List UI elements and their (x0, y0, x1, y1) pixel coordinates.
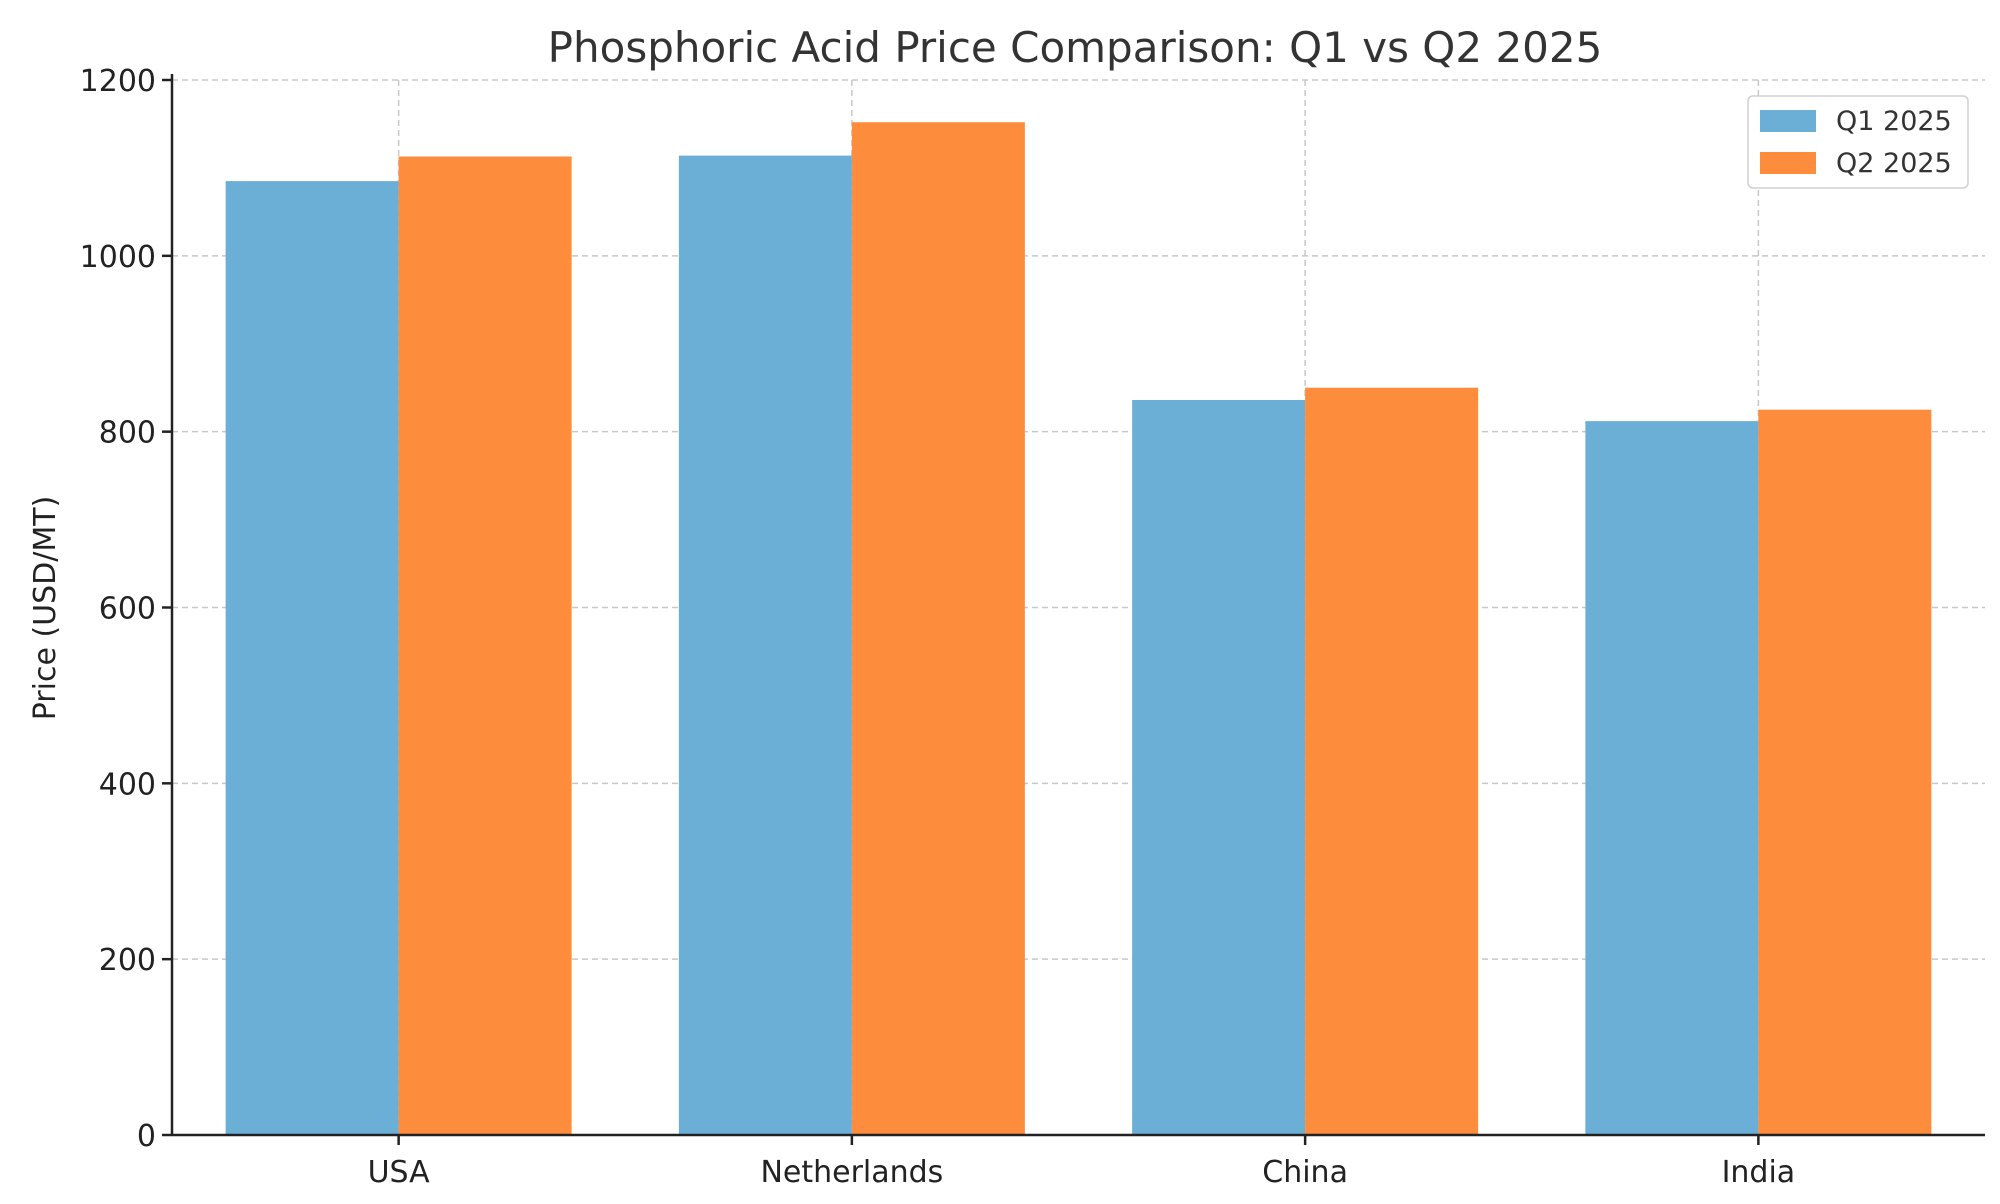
y-tick-label: 400 (99, 767, 156, 802)
y-tick-label: 0 (137, 1119, 156, 1154)
x-axis-ticks: USA Netherlands China India (368, 1135, 1796, 1190)
bar-q1-2025-china (1132, 400, 1306, 1135)
y-tick-label: 800 (99, 416, 156, 451)
bar-q2-2025-china (1305, 387, 1479, 1135)
legend-label: Q1 2025 (1836, 106, 1952, 137)
legend-label: Q2 2025 (1836, 148, 1952, 179)
y-tick-label: 1000 (80, 240, 156, 275)
y-tick-label: 600 (99, 592, 156, 627)
y-tick-label: 200 (99, 943, 156, 978)
chart-title: Phosphoric Acid Price Comparison: Q1 vs … (548, 23, 1603, 72)
bar-q1-2025-netherlands (678, 155, 852, 1135)
x-tick-label: China (1262, 1155, 1348, 1190)
legend-swatch (1760, 152, 1816, 174)
y-axis-label: Price (USD/MT) (28, 496, 63, 721)
y-tick-label: 1200 (80, 64, 156, 99)
bar-q2-2025-usa (398, 156, 572, 1136)
x-tick-label: India (1722, 1155, 1796, 1190)
x-tick-label: USA (368, 1155, 431, 1190)
x-tick-label: Netherlands (760, 1155, 943, 1190)
bars (225, 122, 1932, 1136)
bar-q1-2025-india (1585, 421, 1759, 1135)
bar-q1-2025-usa (225, 181, 399, 1135)
bar-q2-2025-india (1758, 409, 1932, 1135)
y-axis-ticks: 0 200 400 600 800 1000 1200 (80, 64, 172, 1154)
legend-swatch (1760, 110, 1816, 132)
legend: Q1 2025 Q2 2025 (1747, 95, 1969, 189)
bar-q2-2025-netherlands (851, 122, 1025, 1135)
